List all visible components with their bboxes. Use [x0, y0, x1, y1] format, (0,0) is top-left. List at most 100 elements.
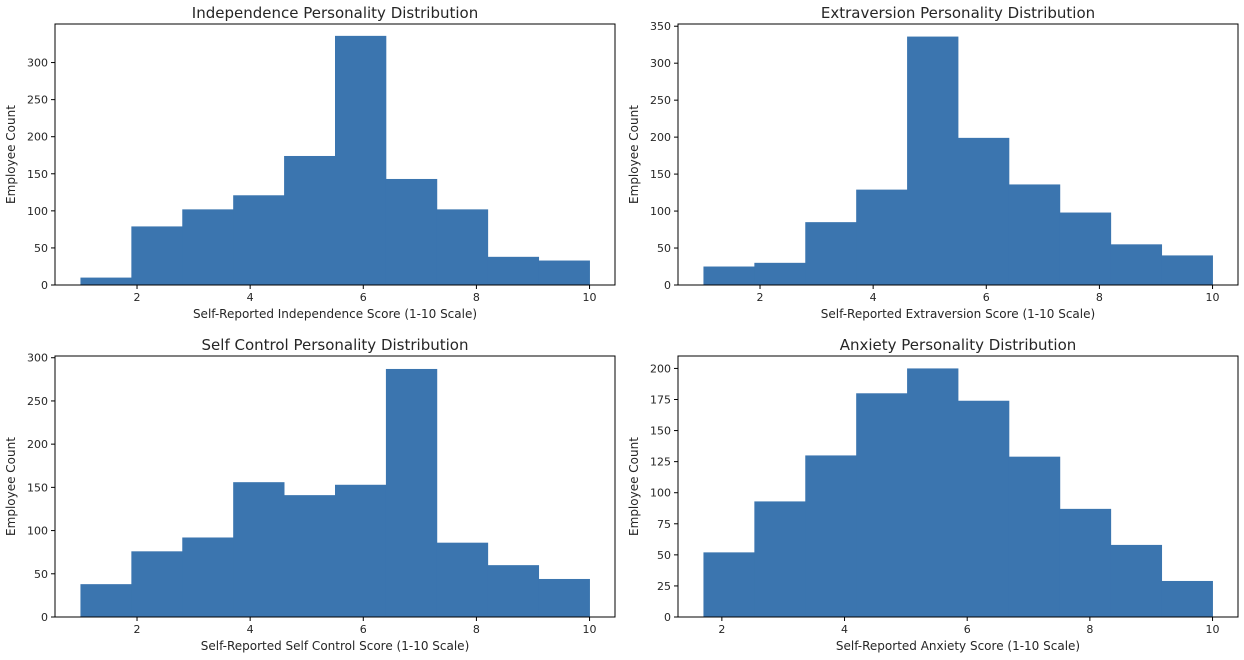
- y-tick-label: 150: [27, 168, 48, 181]
- y-tick-label: 200: [650, 362, 671, 375]
- x-tick-label: 6: [360, 291, 367, 304]
- histogram-bar: [703, 266, 755, 285]
- x-tick-label: 2: [134, 623, 141, 636]
- histogram-bar: [754, 501, 806, 617]
- y-tick-label: 150: [650, 425, 671, 438]
- histogram-bar: [385, 178, 438, 285]
- y-tick-label: 0: [41, 611, 48, 624]
- histogram-bar: [80, 584, 132, 617]
- chart-title: Self Control Personality Distribution: [202, 336, 469, 354]
- chart-title: Anxiety Personality Distribution: [840, 336, 1077, 354]
- histogram-bar: [907, 368, 959, 617]
- x-tick-label: 8: [1086, 623, 1093, 636]
- x-tick-label: 6: [360, 623, 367, 636]
- histogram-bar: [487, 256, 540, 285]
- x-tick-label: 8: [1096, 291, 1103, 304]
- x-tick-label: 8: [473, 623, 480, 636]
- histogram-bar: [856, 393, 908, 617]
- y-axis-label: Employee Count: [627, 105, 641, 204]
- chart-title: Extraversion Personality Distribution: [821, 4, 1095, 22]
- chart-panel-2: 2 4 6 8 10050100150200250300350Extraversion …: [627, 4, 1239, 321]
- y-tick-label: 50: [657, 549, 671, 562]
- x-axis-label: Self-Reported Self Control Score (1-10 S…: [201, 639, 470, 653]
- histogram-bar: [335, 484, 387, 617]
- x-tick-label: 4: [870, 291, 877, 304]
- histogram-bar: [1059, 508, 1112, 617]
- histogram-bar: [958, 400, 1010, 617]
- histogram-bar: [538, 260, 590, 285]
- y-tick-label: 0: [664, 611, 671, 624]
- y-tick-label: 0: [664, 279, 671, 292]
- y-tick-label: 125: [650, 456, 671, 469]
- histogram-bar: [335, 35, 387, 285]
- y-tick-label: 200: [27, 131, 48, 144]
- histogram-bar: [284, 155, 336, 285]
- histogram-bar: [1161, 580, 1213, 617]
- histogram-bar: [1059, 212, 1112, 285]
- histogram-bar: [1110, 244, 1163, 285]
- histogram-bar: [805, 222, 857, 285]
- x-tick-label: 6: [983, 291, 990, 304]
- axes-frame: [54, 355, 616, 618]
- y-tick-label: 50: [657, 242, 671, 255]
- histogram-bar: [856, 189, 908, 285]
- y-tick-label: 350: [650, 20, 671, 33]
- y-tick-label: 200: [650, 131, 671, 144]
- histogram-bar: [233, 195, 285, 285]
- y-tick-label: 300: [27, 57, 48, 70]
- y-tick-label: 0: [41, 279, 48, 292]
- x-tick-label: 6: [964, 623, 971, 636]
- histogram-bar: [284, 495, 336, 617]
- y-tick-label: 50: [34, 568, 48, 581]
- histogram-bar: [436, 209, 489, 285]
- axes-frame: [677, 355, 1239, 618]
- y-tick-label: 175: [650, 394, 671, 407]
- x-tick-label: 8: [473, 291, 480, 304]
- y-tick-label: 200: [27, 438, 48, 451]
- histogram-bar: [182, 537, 234, 617]
- y-tick-label: 250: [27, 94, 48, 107]
- x-tick-label: 10: [1206, 291, 1220, 304]
- y-axis-label: Employee Count: [4, 437, 18, 536]
- histogram-bar: [1110, 544, 1163, 617]
- histogram-bar: [131, 551, 183, 617]
- x-tick-label: 10: [583, 623, 597, 636]
- histogram-bar: [538, 578, 590, 617]
- x-tick-label: 4: [841, 623, 848, 636]
- y-tick-label: 300: [650, 57, 671, 70]
- x-axis-label: Self-Reported Extraversion Score (1-10 S…: [821, 307, 1095, 321]
- y-tick-label: 250: [27, 395, 48, 408]
- histogram-bar: [436, 542, 489, 617]
- histogram-bar: [1161, 255, 1213, 285]
- histogram-bar: [233, 482, 285, 617]
- y-axis-label: Employee Count: [4, 105, 18, 204]
- y-tick-label: 250: [650, 94, 671, 107]
- histogram-bar: [1008, 456, 1061, 617]
- axes-frame: [677, 23, 1239, 286]
- x-tick-label: 10: [583, 291, 597, 304]
- histogram-bar: [703, 552, 755, 617]
- x-tick-label: 2: [134, 291, 141, 304]
- x-tick-label: 2: [718, 623, 725, 636]
- x-tick-label: 2: [757, 291, 764, 304]
- y-tick-label: 75: [657, 518, 671, 531]
- histogram-bar: [385, 368, 438, 617]
- histogram-bar: [754, 262, 806, 285]
- x-tick-label: 4: [247, 291, 254, 304]
- y-axis-label: Employee Count: [627, 437, 641, 536]
- histogram-bar: [80, 277, 132, 285]
- y-tick-label: 150: [27, 481, 48, 494]
- histogram-bar: [907, 36, 959, 285]
- histogram-bar: [131, 226, 183, 285]
- x-tick-label: 4: [247, 623, 254, 636]
- histogram-bar: [805, 455, 857, 617]
- y-tick-label: 150: [650, 168, 671, 181]
- y-tick-label: 100: [650, 487, 671, 500]
- y-tick-label: 100: [27, 205, 48, 218]
- chart-title: Independence Personality Distribution: [192, 4, 478, 22]
- x-tick-label: 10: [1206, 623, 1220, 636]
- y-tick-label: 100: [650, 205, 671, 218]
